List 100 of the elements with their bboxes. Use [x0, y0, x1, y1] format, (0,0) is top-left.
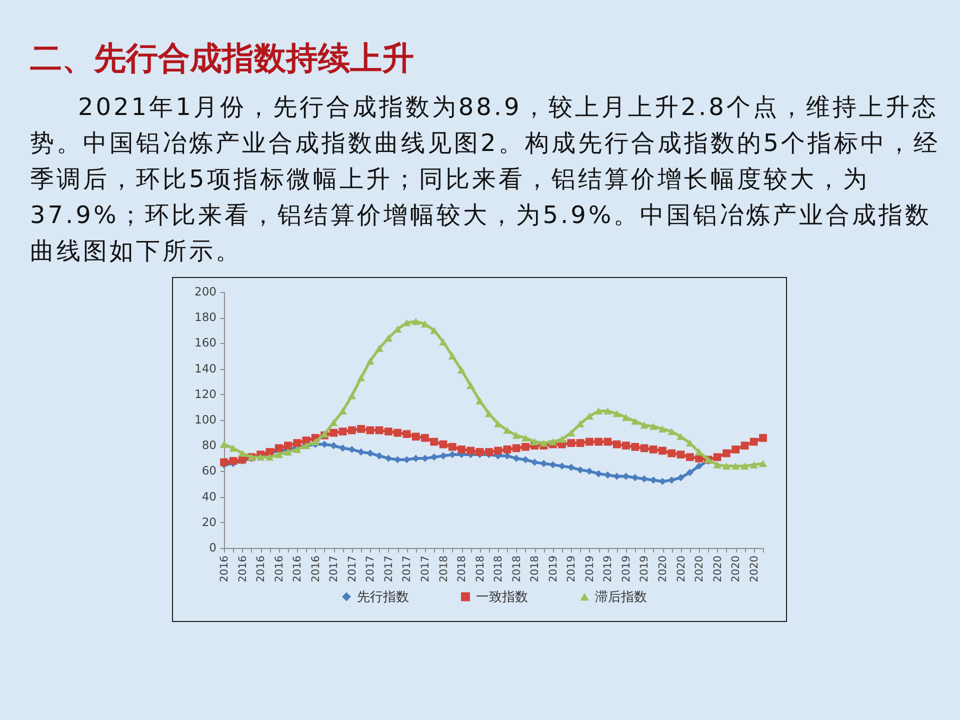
x-tick-label: 2016 [218, 555, 230, 582]
y-tick-label: 180 [194, 310, 216, 324]
point [576, 439, 584, 447]
x-tick-label: 2020 [657, 556, 670, 582]
point [458, 446, 466, 454]
point [348, 446, 356, 454]
x-tick-label: 2016 [236, 555, 249, 582]
point [421, 434, 429, 442]
point [722, 449, 730, 458]
point [631, 442, 640, 451]
point [284, 442, 292, 450]
point [650, 476, 657, 484]
x-tick-label: 2019 [547, 556, 560, 582]
point [740, 442, 749, 450]
x-tick-label: 2018 [492, 556, 505, 582]
x-tick-label: 2016 [273, 555, 286, 582]
point [548, 438, 557, 446]
legend-label: 一致指数 [476, 590, 528, 605]
point [448, 352, 456, 360]
point [274, 444, 283, 452]
y-tick-label: 120 [194, 386, 216, 401]
point [274, 451, 283, 458]
y-tick-label: 160 [194, 336, 216, 350]
y-tick-label: 0 [209, 540, 216, 554]
point [484, 410, 493, 418]
point [521, 434, 530, 442]
point [531, 458, 538, 466]
point [476, 448, 484, 456]
point [338, 428, 347, 436]
point [713, 453, 722, 462]
point [339, 444, 346, 452]
point [348, 392, 356, 400]
point [394, 428, 402, 437]
point [732, 462, 740, 470]
x-tick-label: 2017 [346, 556, 358, 582]
point [640, 475, 648, 482]
point [758, 460, 768, 468]
point [640, 444, 648, 452]
y-tick-label: 60 [202, 464, 216, 478]
x-tick-label: 2019 [584, 556, 596, 582]
point [430, 326, 438, 334]
point [540, 440, 548, 447]
point [604, 438, 612, 446]
point [357, 425, 365, 433]
chart-subtitle: 2021年1月份，先行合成指数为88.9，较上月上升2.8个点，维持上升态势。中国铝冶炼产业合成指数曲线见图2。构成先行合成指数的5个指标中，经季调后，环比5项指标微幅上升；同比来看，铝结算价增长幅度较大，为37.9%；环比来看，铝结算价增幅较大，为5.9%。中国铝冶炼产业合成指数曲线图如下所示。 [30, 92, 942, 267]
x-tick-label: 2018 [456, 556, 468, 582]
x-tick-label: 2019 [638, 556, 651, 582]
point [658, 425, 667, 432]
point [668, 476, 676, 484]
y-tick-label: 40 [202, 489, 216, 504]
point [448, 442, 456, 451]
point [366, 426, 374, 434]
point [558, 462, 566, 470]
point [330, 442, 338, 450]
point [732, 446, 740, 454]
point [238, 450, 246, 457]
x-tick-label: 2019 [620, 556, 632, 582]
point [668, 428, 676, 436]
point [604, 408, 612, 415]
x-tick-label: 2020 [694, 556, 706, 582]
x-tick-label: 2017 [382, 556, 395, 582]
point [594, 408, 603, 415]
point [567, 439, 576, 447]
x-tick-label: 2017 [364, 556, 377, 582]
point [512, 432, 520, 439]
point [586, 468, 594, 475]
point [484, 448, 493, 456]
point [522, 456, 530, 464]
point [604, 471, 612, 479]
point [366, 450, 374, 457]
point [594, 470, 602, 478]
y-tick-label: 20 [202, 514, 216, 529]
point [448, 450, 456, 458]
point [503, 446, 512, 454]
point [412, 454, 420, 462]
point [612, 410, 621, 418]
point [576, 466, 584, 474]
point [530, 438, 539, 446]
point [412, 318, 420, 325]
x-tick-label: 2018 [529, 556, 542, 582]
point [676, 433, 685, 440]
point [440, 452, 447, 460]
point [439, 440, 448, 448]
x-tick-label: 2018 [474, 556, 486, 582]
point [676, 450, 685, 458]
point [750, 438, 758, 446]
x-tick-label: 2016 [310, 555, 322, 582]
point [375, 344, 384, 352]
x-tick-label: 2017 [328, 556, 340, 582]
point [658, 446, 666, 455]
point [457, 366, 466, 374]
point [284, 448, 292, 456]
point [293, 439, 302, 447]
point [622, 442, 630, 450]
point [466, 382, 475, 389]
point [585, 438, 594, 446]
x-tick-label: 2020 [675, 556, 688, 582]
point [384, 454, 392, 462]
point [612, 440, 621, 448]
point [466, 446, 475, 455]
